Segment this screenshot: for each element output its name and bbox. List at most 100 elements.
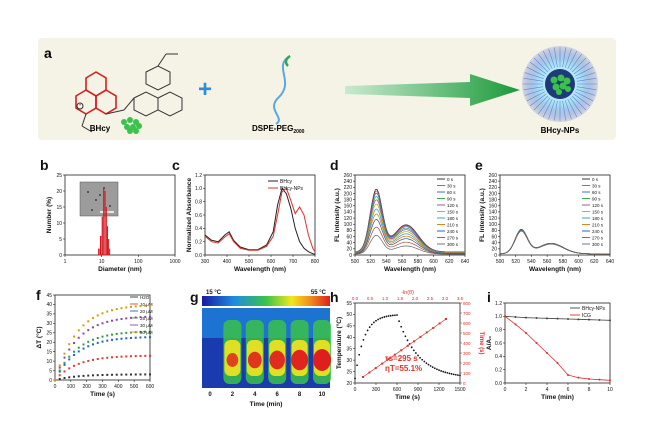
dspe-peg-subscript: 2000 bbox=[293, 129, 304, 135]
x-tick-label: 900 bbox=[414, 387, 423, 393]
dspe-peg-text: DSPE-PEG bbox=[252, 124, 293, 133]
legend-label: 180 s bbox=[592, 216, 604, 221]
green-particles-icon bbox=[121, 117, 142, 134]
histogram-bar bbox=[99, 235, 102, 255]
tem-particle bbox=[99, 194, 101, 196]
temperature-point bbox=[362, 338, 365, 341]
temperature-point bbox=[429, 365, 432, 367]
x-tick-label: 580 bbox=[414, 259, 423, 265]
np-ray bbox=[542, 99, 553, 118]
y2-tick-label: 100 bbox=[463, 371, 471, 376]
panel-letter: h bbox=[330, 289, 339, 305]
dspe-peg-label: DSPE-PEG2000 bbox=[252, 124, 305, 135]
y-tick-label: 0 bbox=[349, 253, 352, 259]
scale-max-label: 55 °C bbox=[311, 290, 327, 296]
color-scale-bar bbox=[202, 296, 330, 306]
legend-label: 30 μM bbox=[140, 323, 153, 328]
data-point bbox=[139, 336, 142, 339]
spectrum-line bbox=[499, 230, 610, 255]
data-point bbox=[77, 336, 80, 339]
y-tick-label: 0.8 bbox=[195, 199, 202, 205]
legend-label: 120 s bbox=[447, 203, 459, 208]
x-tick-label: 0 bbox=[208, 392, 212, 398]
data-point bbox=[139, 316, 142, 319]
data-point bbox=[58, 377, 61, 380]
data-point bbox=[125, 355, 128, 358]
x-tick-label: 540 bbox=[527, 259, 536, 265]
np-ray bbox=[553, 100, 558, 121]
legend-label: 240 s bbox=[447, 229, 459, 234]
panel-a-background bbox=[38, 38, 616, 140]
y-tick-label: 200 bbox=[344, 191, 353, 197]
y-tick-label: 0.0 bbox=[495, 381, 502, 387]
top-tick-label: 1.5 bbox=[397, 296, 404, 301]
data-point bbox=[77, 375, 80, 378]
temperature-point bbox=[442, 370, 445, 373]
temperature-point bbox=[421, 358, 424, 361]
data-point bbox=[144, 336, 147, 339]
x-tick-label: 580 bbox=[559, 259, 568, 265]
data-point bbox=[144, 304, 147, 307]
tube-hotspot bbox=[226, 353, 239, 367]
data-point bbox=[134, 305, 137, 308]
np-ray bbox=[529, 93, 547, 106]
y-tick-label: 240 bbox=[489, 179, 498, 185]
data-point bbox=[149, 315, 151, 318]
data-point bbox=[87, 345, 90, 348]
np-ray bbox=[569, 97, 582, 115]
legend-label: BHcy-NPs bbox=[280, 186, 304, 192]
x-tick-label: 540 bbox=[382, 259, 391, 265]
temperature-point bbox=[385, 315, 388, 318]
data-point bbox=[115, 318, 118, 321]
data-point bbox=[609, 379, 611, 382]
data-point bbox=[63, 363, 66, 366]
temperature-point bbox=[412, 349, 415, 352]
panel-letter: d bbox=[330, 157, 339, 173]
data-point bbox=[134, 316, 137, 319]
y-tick-label: 120 bbox=[344, 216, 353, 222]
y-tick-label: 260 bbox=[489, 173, 498, 179]
y-tick-label: 60 bbox=[491, 234, 497, 240]
data-point bbox=[63, 361, 66, 364]
x-axis-label: Time (min) bbox=[250, 401, 283, 408]
y-axis-label: ΔT (°C) bbox=[35, 326, 43, 348]
x-tick-label: 640 bbox=[606, 259, 615, 265]
data-point bbox=[134, 373, 137, 376]
legend-label: 60 s bbox=[447, 190, 456, 195]
x-tick-label: 8 bbox=[298, 392, 302, 398]
x-tick-label: 4 bbox=[253, 392, 257, 398]
data-point bbox=[96, 374, 99, 377]
x-tick-label: 800 bbox=[311, 259, 320, 265]
data-point bbox=[111, 338, 113, 341]
temperature-point bbox=[452, 373, 455, 376]
data-point bbox=[111, 356, 113, 359]
x-tick-label: 4 bbox=[546, 387, 549, 393]
temperature-point bbox=[398, 320, 400, 323]
temperature-point bbox=[368, 326, 371, 329]
nps-label: BHcy-NPs bbox=[541, 126, 580, 135]
thermal-top-band bbox=[202, 308, 330, 338]
y-tick-label: 0 bbox=[49, 378, 52, 384]
data-point bbox=[96, 314, 99, 317]
x-tick-label: 400 bbox=[114, 384, 123, 390]
data-point bbox=[92, 374, 94, 377]
y-tick-label: 0.4 bbox=[195, 226, 202, 232]
temperature-point bbox=[391, 314, 394, 317]
legend-label: 300 s bbox=[447, 242, 459, 247]
temperature-point bbox=[454, 373, 457, 376]
y-tick-label: 0.2 bbox=[195, 239, 202, 245]
data-point bbox=[106, 339, 109, 342]
np-ray bbox=[575, 66, 594, 77]
np-ray bbox=[573, 62, 591, 75]
data-point bbox=[73, 335, 75, 338]
data-point bbox=[101, 335, 104, 338]
y2-tick-label: 0 bbox=[463, 381, 466, 386]
legend-label: BHcy-NPs bbox=[582, 306, 606, 312]
plot-frame bbox=[504, 302, 611, 384]
x-tick-label: 600 bbox=[574, 259, 583, 265]
data-point bbox=[111, 333, 113, 336]
y-tick-label: 220 bbox=[344, 185, 353, 191]
x-tick-label: 560 bbox=[543, 259, 552, 265]
legend-label: 240 s bbox=[592, 229, 604, 234]
